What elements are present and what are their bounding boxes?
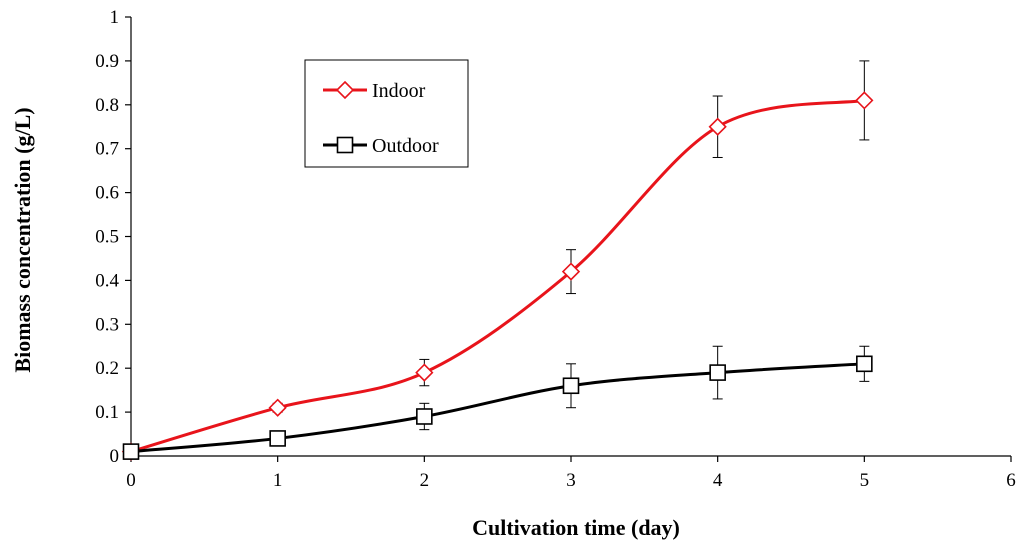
y-tick-label: 0.8 <box>95 95 119 116</box>
legend: Indoor Outdoor <box>304 59 469 168</box>
series-outdoor <box>122 345 873 460</box>
axes: 0 0.1 0.2 0.3 0.4 0.5 0.6 0.7 0.8 0.9 1 0 1 2 3 4 5 6 <box>95 7 1016 491</box>
legend-marker-indoor <box>335 80 355 100</box>
y-tick-label: 0.2 <box>95 358 119 379</box>
legend-label-outdoor: Outdoor <box>372 135 439 157</box>
x-tick-label: 0 <box>126 470 136 491</box>
x-tick-label: 1 <box>273 470 283 491</box>
legend-marker-outdoor <box>336 136 354 154</box>
data-point-indoor <box>268 398 287 417</box>
y-tick-label: 0.7 <box>95 139 119 160</box>
y-tick-label: 1 <box>110 7 120 28</box>
series-layer <box>121 60 874 461</box>
y-tick-label: 0 <box>110 446 120 467</box>
y-tick-label: 0.5 <box>95 227 119 248</box>
x-tick-label: 5 <box>860 470 870 491</box>
legend-label-indoor: Indoor <box>372 80 426 102</box>
x-tick-label: 2 <box>420 470 430 491</box>
data-point-outdoor <box>856 355 873 373</box>
data-point-outdoor <box>416 408 433 425</box>
series-line-outdoor <box>130 362 865 454</box>
y-tick-label: 0.6 <box>95 183 119 204</box>
y-tick-label: 0.1 <box>95 402 119 423</box>
data-point-outdoor <box>269 430 286 447</box>
y-tick-label: 0.9 <box>95 51 119 72</box>
y-axis-title: Biomass concentration (g/L) <box>10 107 35 372</box>
x-axis-title: Cultivation time (day) <box>472 515 680 540</box>
x-tick-label: 3 <box>566 470 576 491</box>
x-tick-label: 6 <box>1006 470 1016 491</box>
data-point-indoor <box>415 363 434 382</box>
x-tick-label: 4 <box>713 470 723 491</box>
series-line-indoor <box>130 98 865 454</box>
data-point-outdoor <box>709 364 726 381</box>
legend-box <box>304 59 469 168</box>
data-point-indoor <box>855 91 874 110</box>
data-point-indoor <box>708 117 727 136</box>
y-tick-label: 0.4 <box>95 270 119 291</box>
data-point-indoor <box>561 262 581 281</box>
data-point-outdoor <box>122 443 140 460</box>
y-tick-label: 0.3 <box>95 314 119 335</box>
data-point-outdoor <box>562 377 580 395</box>
